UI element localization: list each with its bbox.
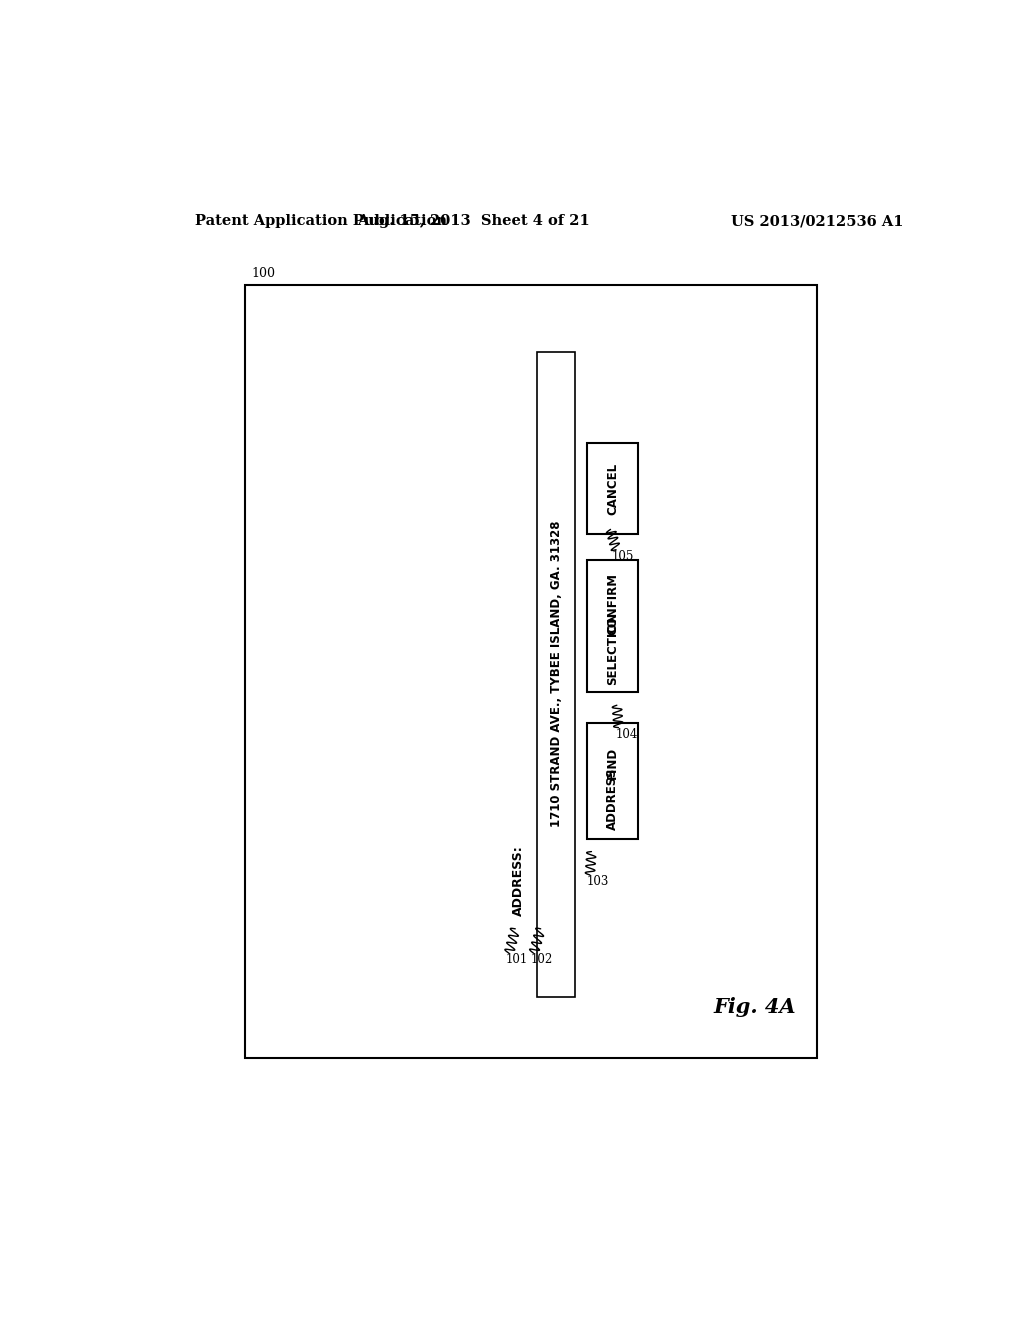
Bar [587,722,638,840]
Text: ADDRESS: ADDRESS [606,768,618,830]
Text: 104: 104 [615,727,638,741]
Text: Patent Application Publication: Patent Application Publication [196,214,447,228]
Text: Aug. 15, 2013  Sheet 4 of 21: Aug. 15, 2013 Sheet 4 of 21 [356,214,590,228]
Text: 103: 103 [587,875,609,888]
Bar [538,351,574,997]
Bar [587,560,638,692]
Bar [587,444,638,535]
Text: 101: 101 [506,953,528,966]
Text: ADDRESS:: ADDRESS: [512,845,525,916]
Text: CONFIRM: CONFIRM [606,573,618,635]
Text: SELECTION: SELECTION [606,611,618,685]
Text: 1710 STRAND AVE., TYBEE ISLAND, GA. 31328: 1710 STRAND AVE., TYBEE ISLAND, GA. 3132… [550,521,562,828]
Text: 102: 102 [530,953,553,966]
Text: Fig. 4A: Fig. 4A [714,997,797,1018]
Bar [246,285,817,1057]
Text: FIND: FIND [606,747,618,779]
Text: 105: 105 [612,549,635,562]
Text: US 2013/0212536 A1: US 2013/0212536 A1 [731,214,903,228]
Text: CANCEL: CANCEL [606,463,618,515]
Text: 100: 100 [252,268,275,280]
